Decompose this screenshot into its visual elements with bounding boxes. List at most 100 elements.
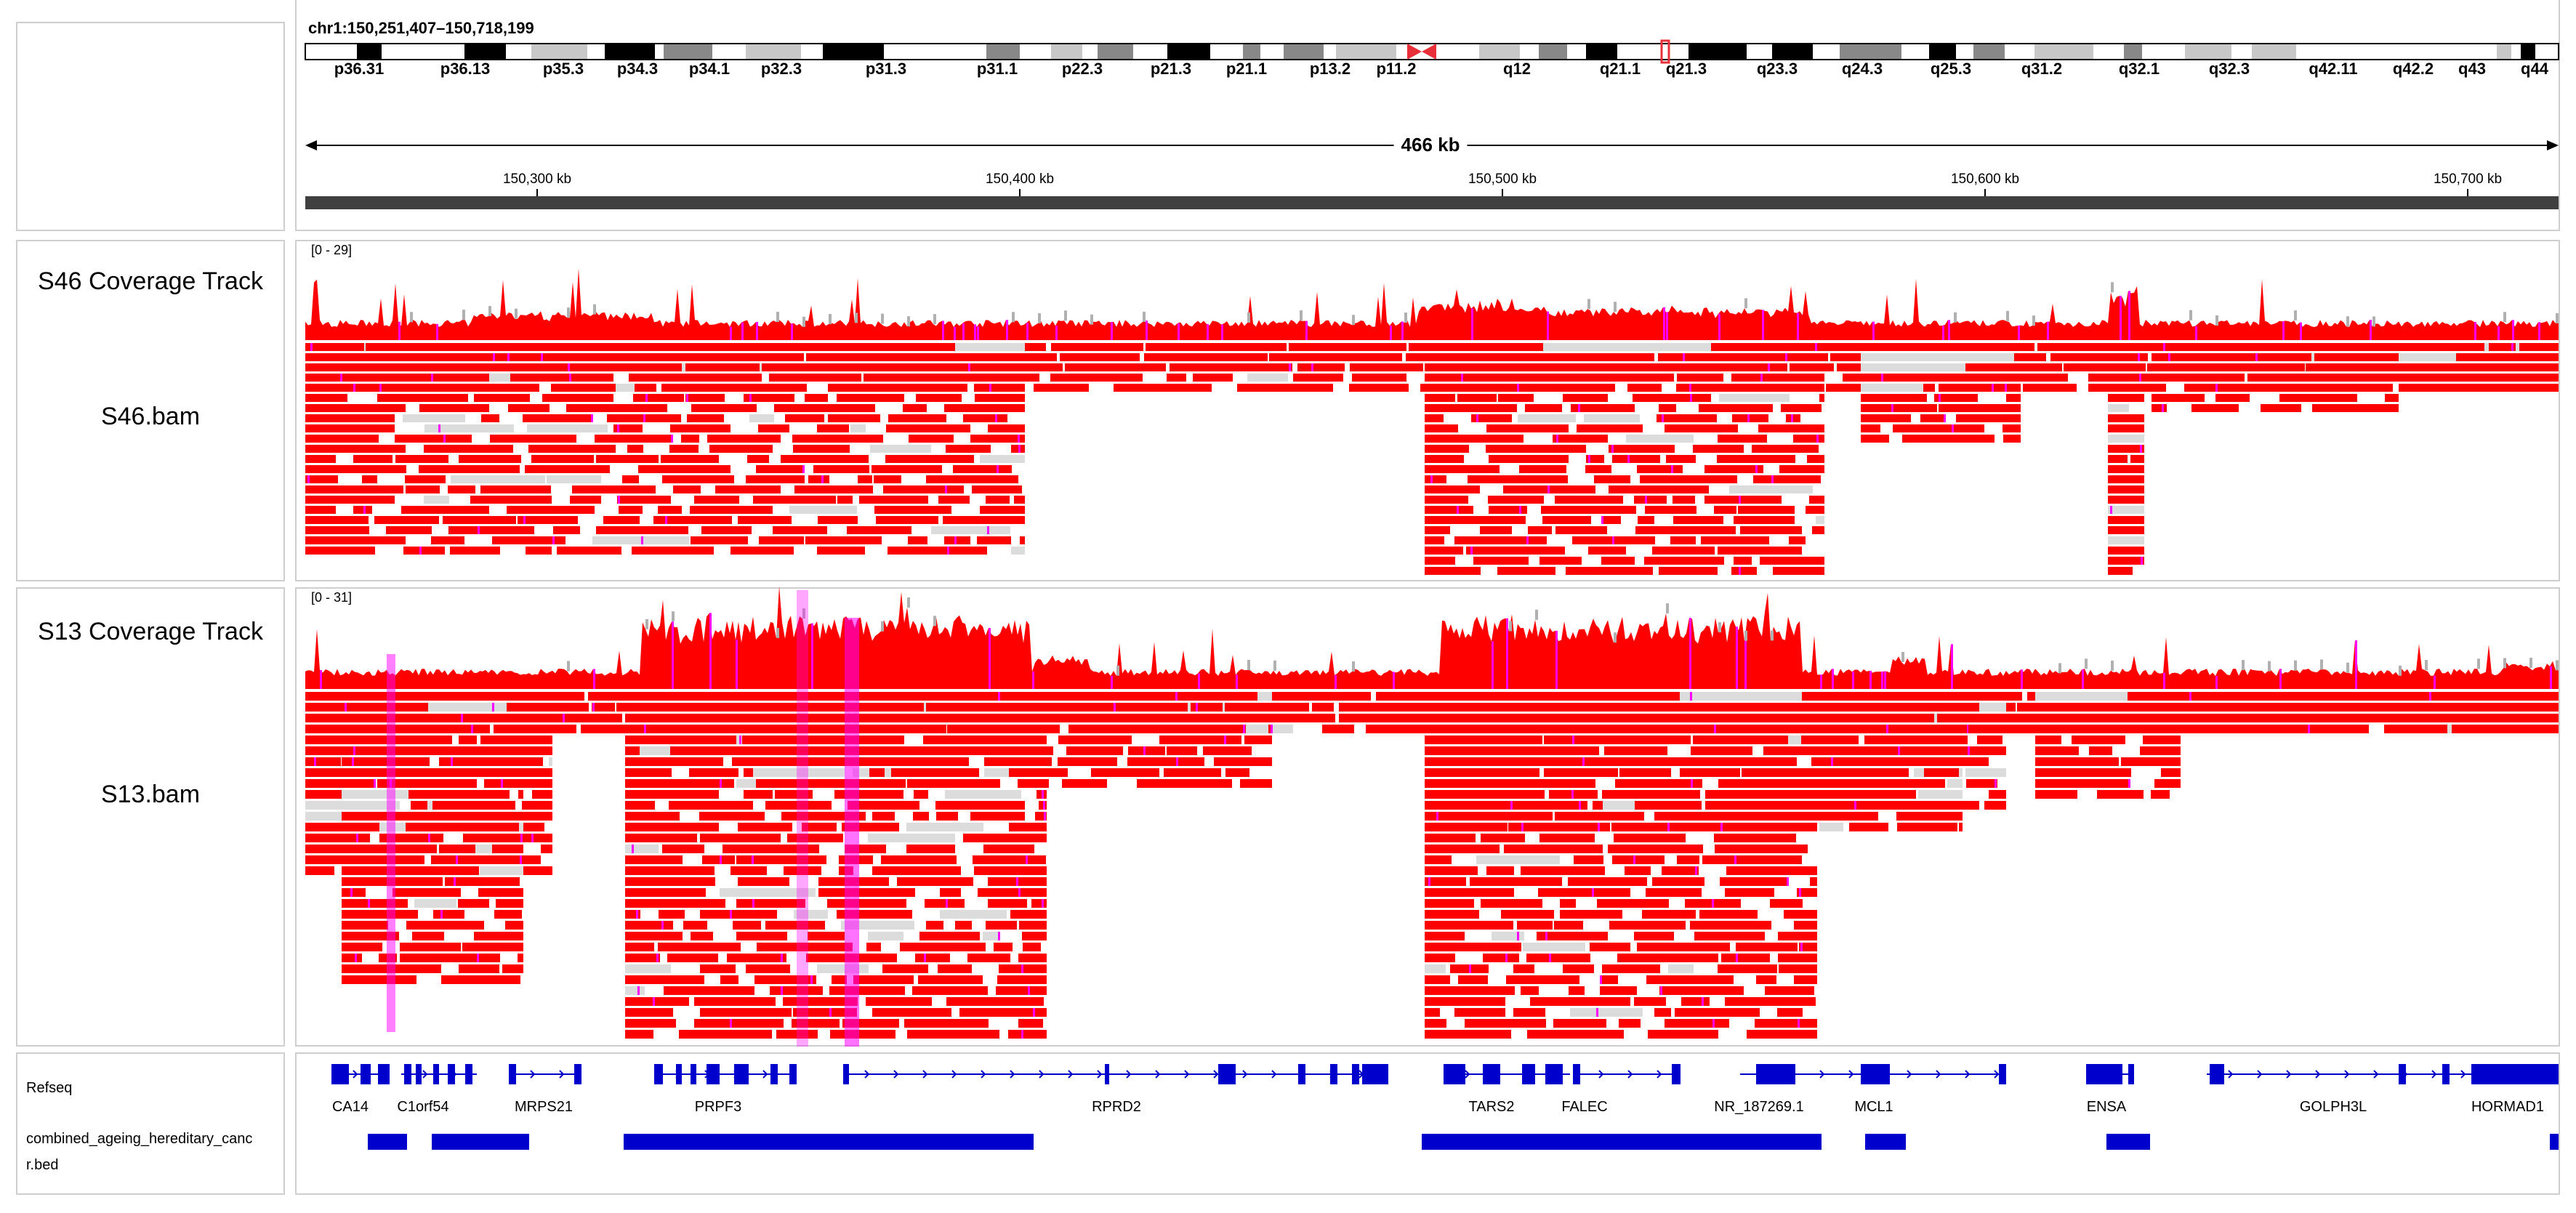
s46-read bbox=[662, 475, 734, 483]
s13-read bbox=[730, 866, 767, 875]
s46-read bbox=[518, 516, 578, 524]
s46-read bbox=[1732, 414, 1768, 422]
s13-read bbox=[983, 845, 1034, 853]
s13-read bbox=[1665, 736, 1691, 744]
s46-bam-track-label[interactable]: S46.bam bbox=[100, 403, 201, 430]
s46-data-range[interactable]: [0 - 29] bbox=[311, 243, 353, 257]
s13-data-range[interactable]: [0 - 31] bbox=[311, 590, 353, 605]
s13-read bbox=[1526, 954, 1590, 962]
feature-data-panel[interactable] bbox=[295, 1052, 2560, 1195]
s13-read-mismatch bbox=[1042, 899, 1044, 908]
s46-read bbox=[2108, 567, 2133, 575]
s13-coverage-mismatch bbox=[989, 628, 991, 689]
s13-read bbox=[1977, 736, 2003, 744]
s13-read-mismatch bbox=[924, 954, 926, 962]
s46-read bbox=[305, 465, 406, 473]
s13-read bbox=[1018, 779, 1049, 788]
gene-label[interactable]: HORMAD1 bbox=[2471, 1099, 2545, 1115]
gene-exon bbox=[574, 1064, 581, 1084]
s13-read-mismatch bbox=[440, 910, 443, 919]
s13-read-mismatch bbox=[1176, 757, 1178, 766]
s46-read bbox=[305, 547, 375, 555]
s13-coverage-mismatch bbox=[2355, 640, 2357, 689]
s46-read bbox=[1670, 536, 1696, 544]
s13-read bbox=[2035, 757, 2119, 766]
gene-label[interactable]: PRPF3 bbox=[694, 1099, 742, 1115]
s13-read bbox=[2121, 757, 2181, 766]
gene-label[interactable]: C1orf54 bbox=[397, 1099, 449, 1115]
s46-read-mismatch bbox=[945, 485, 947, 493]
s13-coverage-ref bbox=[645, 618, 648, 629]
s46-coverage-mismatch bbox=[2128, 291, 2130, 340]
s13-coverage-ref bbox=[2477, 658, 2480, 669]
s13-coverage-track-label[interactable]: S13 Coverage Track bbox=[38, 618, 263, 645]
s13-read-mismatch bbox=[1660, 986, 1662, 995]
s46-read bbox=[1480, 526, 1512, 534]
s13-mismatch-column bbox=[845, 618, 859, 1047]
gene-label[interactable]: MCL1 bbox=[1854, 1099, 1893, 1115]
s46-read bbox=[526, 547, 552, 555]
s46-read-mismatch bbox=[1476, 414, 1478, 422]
s13-read bbox=[744, 790, 773, 799]
s46-read bbox=[738, 516, 792, 524]
bed-track-label-line1[interactable]: combined_ageing_hereditary_canc bbox=[26, 1131, 253, 1147]
s13-read bbox=[1439, 714, 1490, 722]
s13-read bbox=[1501, 910, 1554, 919]
s46-read bbox=[1542, 516, 1591, 524]
s13-read bbox=[1554, 768, 1598, 777]
s13-read bbox=[864, 757, 894, 766]
gene-label[interactable]: NR_187269.1 bbox=[1714, 1099, 1804, 1115]
s46-read bbox=[769, 374, 861, 382]
gene-label[interactable]: CA14 bbox=[331, 1099, 369, 1115]
s46-read bbox=[874, 475, 901, 483]
s13-read bbox=[640, 703, 706, 712]
s46-read bbox=[424, 424, 514, 432]
s46-read bbox=[405, 475, 446, 483]
s46-read-mismatch bbox=[1891, 404, 1893, 412]
bed-track-label-line2[interactable]: r.bed bbox=[26, 1157, 59, 1173]
refseq-track-label[interactable]: Refseq bbox=[26, 1080, 73, 1096]
gene-label[interactable]: ENSA bbox=[2086, 1099, 2127, 1115]
s46-read bbox=[2399, 384, 2484, 392]
s13-read-mismatch bbox=[781, 986, 783, 995]
s13-read bbox=[1052, 703, 1188, 712]
s13-read bbox=[1454, 1008, 1505, 1017]
gene-label[interactable]: MRPS21 bbox=[514, 1099, 573, 1115]
s13-coverage-ref bbox=[2556, 660, 2559, 671]
s13-read-mismatch bbox=[1505, 954, 1508, 962]
gene-label[interactable]: RPRD2 bbox=[1092, 1099, 1141, 1115]
s13-read bbox=[2072, 736, 2125, 744]
s46-read-mismatch bbox=[1517, 384, 1519, 392]
gene-label[interactable]: FALEC bbox=[1561, 1099, 1608, 1115]
s13-read bbox=[305, 866, 334, 875]
s13-coverage-ref bbox=[1247, 659, 1250, 670]
s13-read bbox=[342, 855, 408, 864]
s46-read-mismatch bbox=[1881, 374, 1883, 382]
s46-coverage-track-label[interactable]: S46 Coverage Track bbox=[38, 267, 263, 295]
s13-read bbox=[904, 757, 925, 766]
s13-read bbox=[733, 921, 761, 930]
s13-read-mismatch bbox=[1428, 877, 1430, 886]
s13-bam-track-label[interactable]: S13.bam bbox=[100, 781, 201, 808]
s13-read bbox=[411, 801, 427, 810]
s46-read bbox=[1571, 404, 1635, 412]
s13-read bbox=[2320, 725, 2369, 733]
s13-coverage-mismatch bbox=[1335, 674, 1337, 689]
s13-read bbox=[866, 997, 932, 1006]
s46-read bbox=[972, 485, 1022, 493]
s46-read bbox=[2108, 547, 2144, 555]
s46-read bbox=[681, 435, 699, 443]
gene-label[interactable]: GOLPH3L bbox=[2299, 1099, 2367, 1115]
s13-coverage-mismatch bbox=[1852, 672, 1854, 689]
s13-read bbox=[1191, 703, 1223, 712]
gene-label[interactable]: TARS2 bbox=[1468, 1099, 1515, 1115]
s13-read bbox=[907, 1030, 999, 1039]
s13-read-mismatch bbox=[739, 736, 741, 744]
s13-read-mismatch bbox=[1886, 725, 1888, 733]
s13-read bbox=[1019, 921, 1047, 930]
band-label: q25.3 bbox=[1930, 60, 1972, 78]
s13-read-mismatch bbox=[637, 986, 640, 995]
s46-read bbox=[931, 526, 1010, 534]
s13-read-mismatch bbox=[2128, 779, 2130, 788]
